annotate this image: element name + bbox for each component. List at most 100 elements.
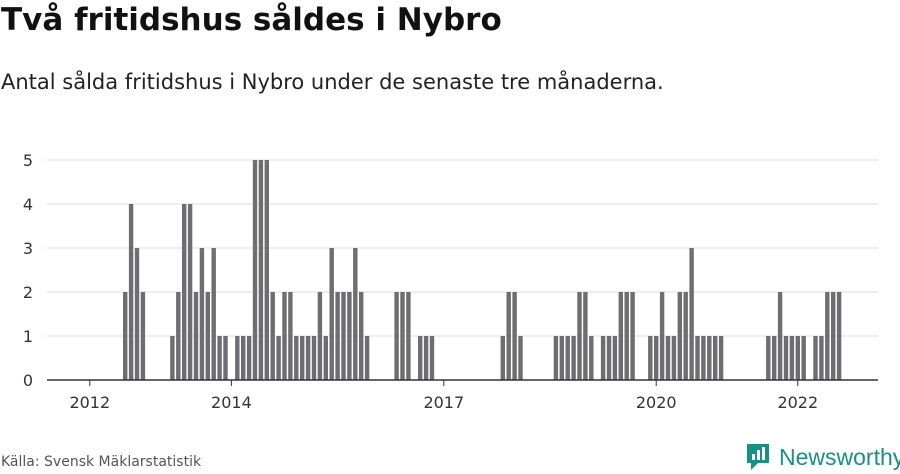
chart-title: Två fritidshus såldes i Nybro — [1, 2, 502, 38]
bar — [359, 292, 364, 380]
bar — [406, 292, 411, 380]
bar — [624, 292, 629, 380]
bar — [801, 336, 806, 380]
bar — [329, 248, 334, 380]
bar — [713, 336, 718, 380]
bar — [241, 336, 246, 380]
bar — [659, 292, 665, 380]
brand-logo: Newsworthy — [745, 442, 900, 472]
bar — [264, 160, 269, 380]
bar — [506, 292, 511, 380]
y-tick-label: 2 — [23, 283, 33, 302]
y-tick-label: 3 — [23, 239, 33, 258]
bar — [600, 336, 606, 380]
chart-subtitle: Antal sålda fritidshus i Nybro under de … — [1, 70, 664, 94]
bar — [223, 336, 228, 380]
bar — [258, 160, 264, 380]
bar — [217, 336, 222, 380]
bar — [305, 336, 311, 380]
bar — [831, 292, 836, 380]
bar — [512, 292, 517, 380]
bar — [701, 336, 706, 380]
bar — [288, 292, 293, 380]
bar — [518, 336, 523, 380]
bar — [347, 292, 352, 380]
bar — [606, 336, 612, 380]
x-tick-label: 2012 — [69, 393, 110, 412]
bar — [193, 292, 199, 380]
bar — [571, 336, 576, 380]
bar — [707, 336, 712, 380]
bar — [654, 336, 659, 380]
y-tick-label: 0 — [23, 371, 33, 390]
bar — [353, 248, 358, 380]
bar — [418, 336, 423, 380]
bar — [777, 292, 783, 380]
y-tick-label: 1 — [23, 327, 33, 346]
bar — [134, 248, 140, 380]
bar — [170, 336, 175, 380]
bar — [199, 248, 205, 380]
bar — [819, 336, 824, 380]
bar — [123, 292, 128, 380]
bar — [559, 336, 564, 380]
bar — [235, 336, 240, 380]
bar — [246, 336, 252, 380]
bar — [612, 336, 618, 380]
highlight-value-label: 2 — [857, 0, 868, 5]
bar — [766, 336, 771, 380]
bar — [317, 292, 323, 380]
bar — [718, 336, 724, 380]
x-tick-label: 2017 — [423, 393, 464, 412]
bar — [187, 204, 193, 380]
bar — [825, 292, 830, 380]
bar — [423, 336, 429, 380]
bar — [429, 336, 435, 380]
bar — [630, 292, 635, 380]
bar — [589, 336, 594, 380]
bar — [294, 336, 299, 380]
x-tick-label: 2022 — [777, 393, 818, 412]
bar — [176, 292, 181, 380]
bar — [772, 336, 777, 380]
bar — [695, 336, 700, 380]
bar — [394, 292, 399, 380]
y-tick-label: 4 — [23, 195, 33, 214]
bar — [500, 336, 505, 380]
bar — [789, 336, 795, 380]
bar — [553, 336, 559, 380]
bar — [671, 336, 677, 380]
x-tick-label: 2020 — [636, 393, 677, 412]
newsworthy-logo-icon — [747, 444, 769, 470]
bar — [683, 292, 688, 380]
x-tick-label: 2014 — [211, 393, 252, 412]
bar — [211, 248, 216, 380]
bar — [276, 336, 281, 380]
y-tick-label: 5 — [23, 151, 33, 170]
bar — [140, 292, 146, 380]
bar — [813, 336, 818, 380]
bar — [783, 336, 789, 380]
source-note: Källa: Svensk Mäklarstatistik — [1, 454, 202, 470]
bar — [335, 292, 340, 380]
bar — [182, 204, 187, 380]
bar — [677, 292, 682, 380]
bar — [311, 336, 317, 380]
bar — [323, 336, 328, 380]
bar — [341, 292, 346, 380]
bar — [648, 336, 653, 380]
bar — [618, 292, 623, 380]
bar — [795, 336, 800, 380]
bar — [665, 336, 671, 380]
bar — [128, 204, 134, 380]
bar — [836, 292, 842, 380]
bar — [205, 292, 210, 380]
bar — [689, 248, 694, 380]
bar — [577, 292, 582, 380]
bar — [282, 292, 287, 380]
bar — [565, 336, 570, 380]
brand-name: Newsworthy — [779, 443, 900, 470]
bar — [364, 336, 370, 380]
bar — [300, 336, 305, 380]
